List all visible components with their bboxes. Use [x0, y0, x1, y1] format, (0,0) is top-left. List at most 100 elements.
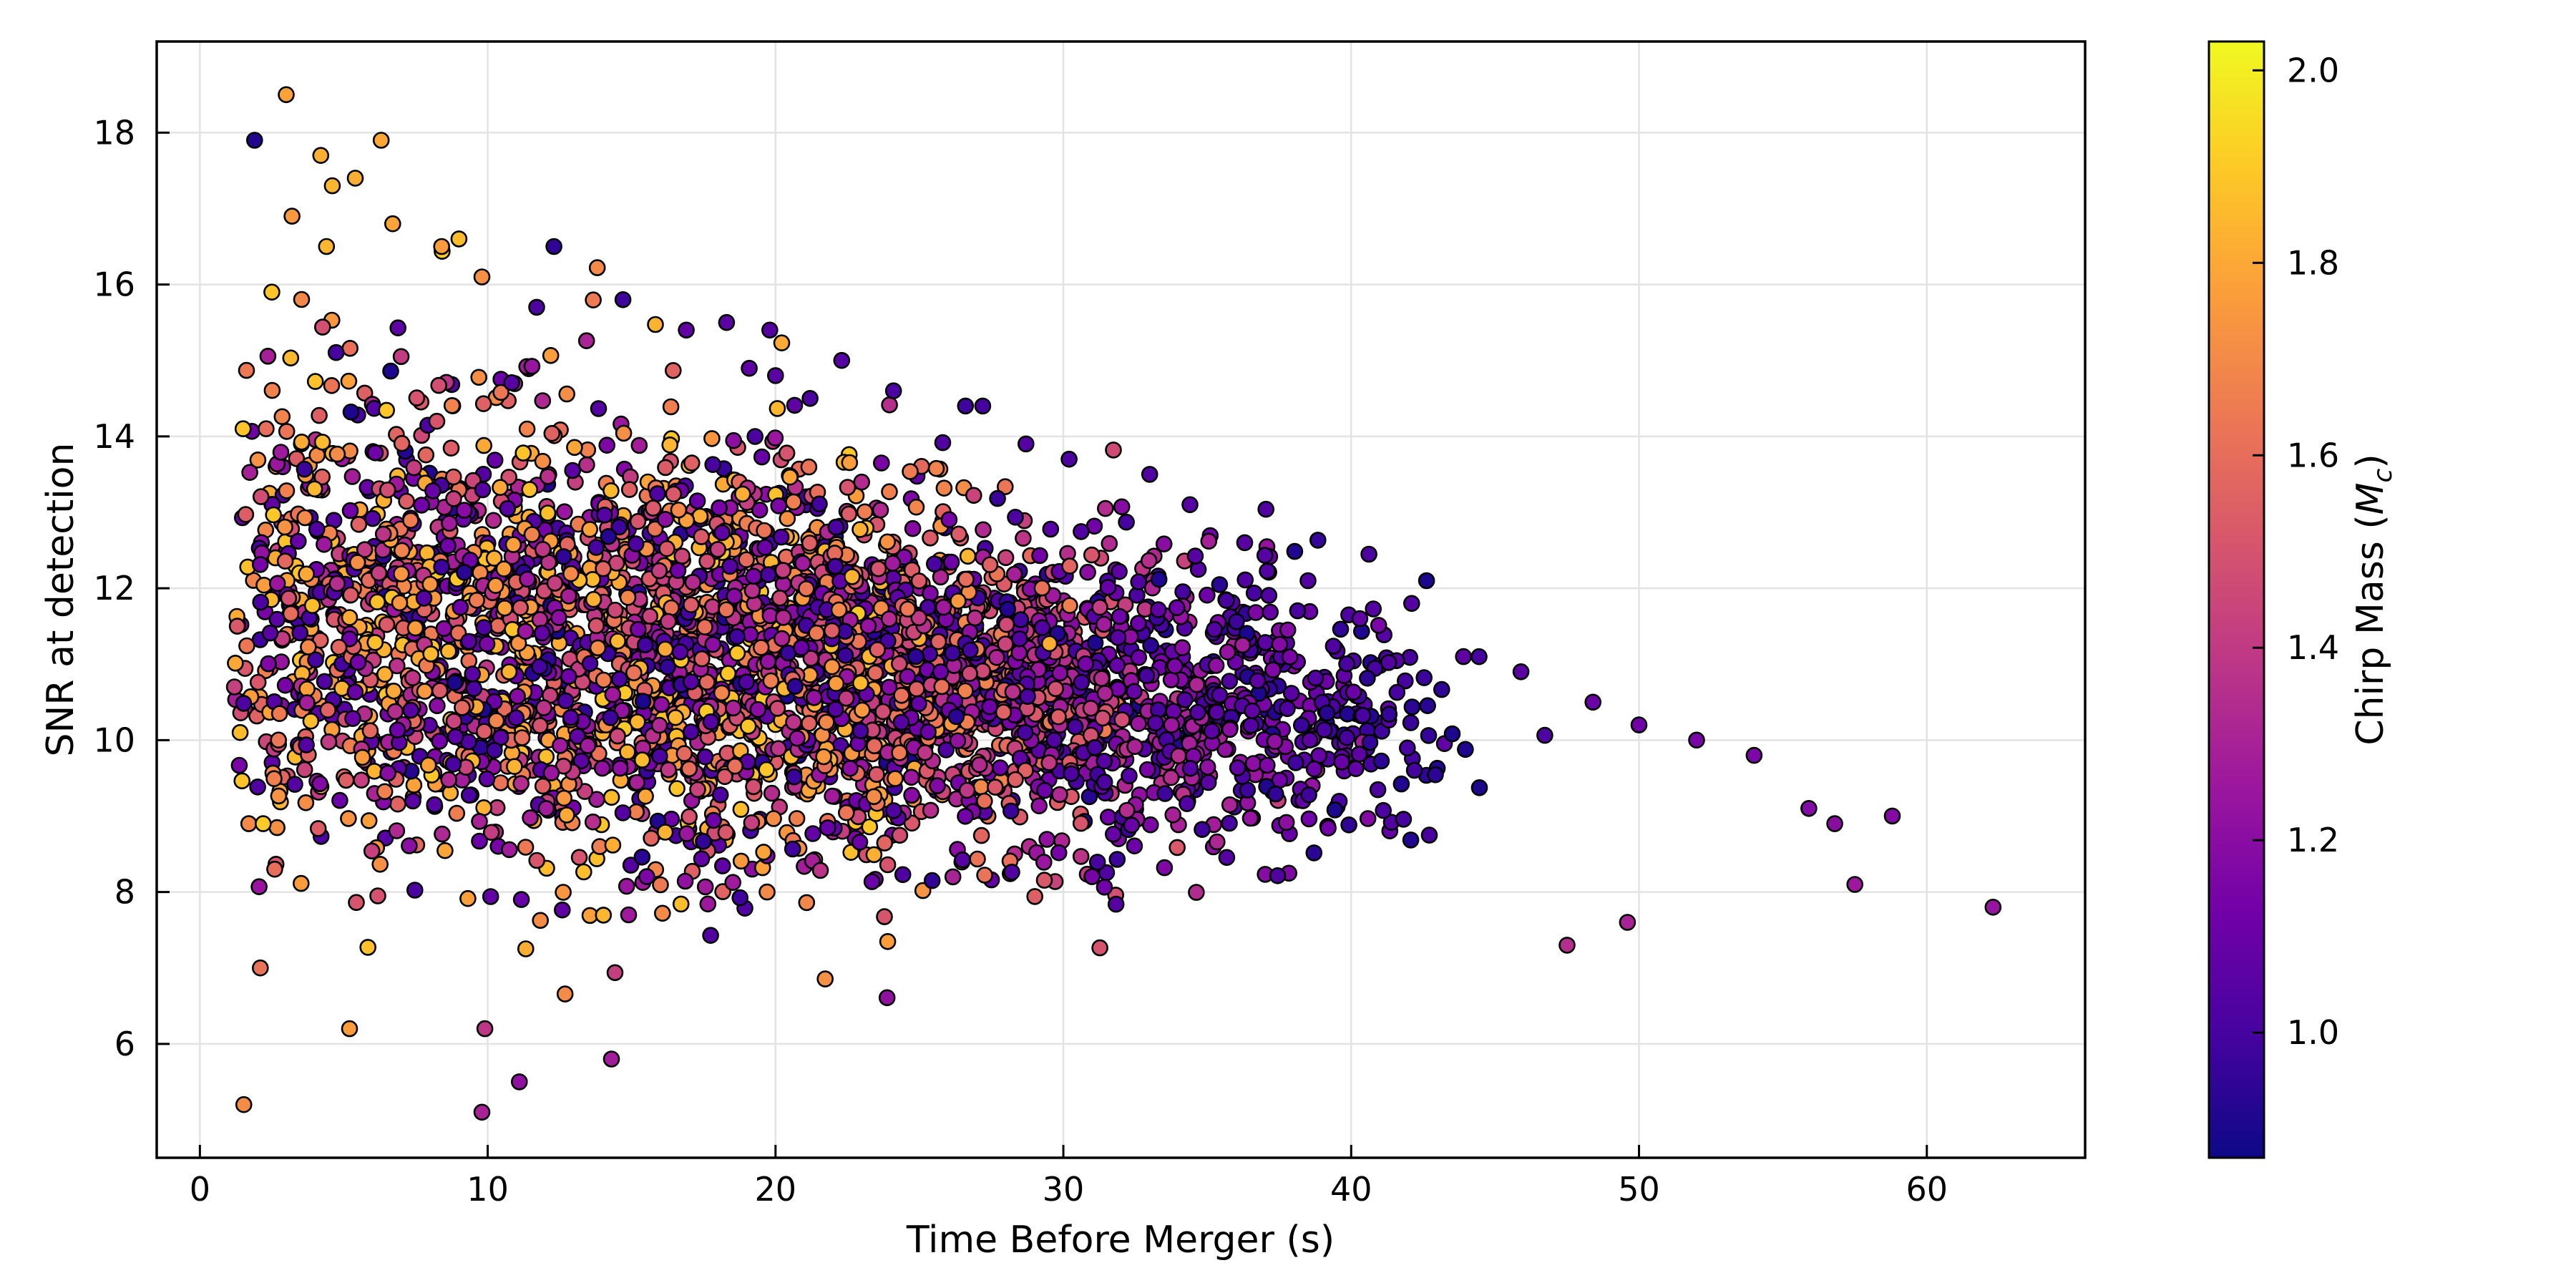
scatter-point	[575, 863, 592, 881]
scatter-point	[959, 547, 977, 565]
scatter-point	[811, 862, 829, 879]
scatter-point	[342, 586, 360, 604]
scatter-point	[972, 778, 990, 796]
scatter-point	[478, 770, 496, 788]
scatter-point	[724, 874, 741, 891]
scatter-point	[902, 769, 920, 786]
scatter-point	[560, 668, 577, 686]
scatter-point	[278, 482, 296, 499]
scatter-point	[997, 549, 1015, 567]
scatter-point	[774, 562, 792, 579]
scatter-point	[1188, 884, 1205, 901]
scatter-point	[474, 395, 492, 413]
scatter-point	[1420, 826, 1438, 844]
scatter-point	[282, 605, 300, 623]
scatter-point	[618, 877, 635, 895]
scatter-point	[1100, 809, 1117, 826]
scatter-point	[484, 512, 502, 530]
scatter-point	[1433, 680, 1450, 698]
scatter-point	[609, 633, 627, 650]
scatter-point	[311, 406, 328, 424]
scatter-point	[308, 520, 326, 538]
scatter-point	[1326, 801, 1344, 819]
scatter-point	[800, 458, 818, 476]
scatter-point	[297, 794, 315, 811]
scatter-point	[445, 490, 462, 507]
scatter-point	[1249, 672, 1267, 690]
scatter-point	[950, 525, 967, 543]
scatter-point	[1200, 532, 1218, 550]
scatter-point	[225, 678, 243, 696]
scatter-point	[726, 587, 743, 605]
scatter-point	[719, 665, 737, 682]
scatter-point	[1108, 656, 1126, 674]
scatter-point	[313, 468, 331, 486]
scatter-point	[235, 695, 253, 712]
scatter-point	[770, 740, 787, 757]
scatter-point	[348, 894, 365, 911]
scatter-point	[500, 663, 518, 680]
scatter-point	[696, 748, 714, 766]
scatter-point	[528, 298, 545, 316]
scatter-point	[330, 638, 348, 656]
scatter-point	[673, 547, 691, 565]
scatter-point	[1262, 603, 1279, 621]
scatter-point	[546, 575, 564, 592]
scatter-point	[887, 770, 904, 787]
scatter-point	[641, 608, 659, 625]
scatter-point	[929, 777, 946, 794]
scatter-point	[398, 492, 415, 510]
scatter-point	[1256, 547, 1274, 564]
scatter-point	[341, 609, 358, 626]
scatter-point	[289, 532, 307, 550]
scatter-point	[1244, 702, 1261, 720]
scatter-point	[1351, 610, 1369, 628]
scatter-point	[298, 565, 316, 583]
colorbar-label: Chirp Mass (Mc)	[2349, 454, 2398, 745]
scatter-point	[374, 525, 392, 543]
scatter-point	[696, 878, 714, 896]
scatter-point	[569, 728, 586, 745]
scatter-point	[278, 86, 295, 104]
scatter-point	[1279, 700, 1296, 718]
scatter-point	[532, 912, 550, 930]
scatter-point	[519, 570, 536, 588]
scatter-point	[460, 633, 478, 650]
scatter-point	[794, 555, 811, 572]
scatter-point	[268, 819, 286, 836]
scatter-point	[837, 689, 855, 707]
scatter-point	[473, 1103, 491, 1121]
scatter-point	[801, 535, 819, 552]
scatter-point	[371, 856, 389, 873]
scatter-point	[652, 876, 669, 894]
scatter-point	[1305, 844, 1323, 862]
scatter-point	[934, 434, 952, 452]
scatter-point	[1279, 621, 1297, 639]
colorbar-tick-label: 1.2	[2287, 821, 2339, 859]
scatter-point	[1130, 573, 1147, 591]
scatter-point	[595, 907, 613, 924]
scatter-point	[602, 1050, 620, 1068]
scatter-point	[485, 550, 503, 567]
scatter-point	[522, 809, 539, 826]
scatter-point	[836, 647, 854, 664]
scatter-point	[1375, 801, 1392, 819]
scatter-point	[625, 664, 643, 682]
scatter-point	[539, 504, 557, 522]
scatter-point	[713, 684, 731, 702]
scatter-point	[614, 291, 632, 308]
scatter-point	[957, 397, 975, 415]
scatter-point	[465, 680, 483, 698]
scatter-point	[1984, 899, 2002, 916]
scatter-point	[689, 781, 706, 799]
colorbar-gradient	[2207, 40, 2265, 1159]
scatter-point	[1372, 752, 1390, 770]
scatter-point	[1470, 779, 1488, 796]
scatter-point	[665, 485, 683, 503]
scatter-point	[1203, 722, 1221, 740]
scatter-point	[348, 554, 366, 571]
scatter-point	[237, 506, 255, 523]
scatter-point	[1293, 716, 1310, 734]
y-tick-label: 14	[93, 417, 135, 456]
scatter-point	[311, 775, 328, 793]
